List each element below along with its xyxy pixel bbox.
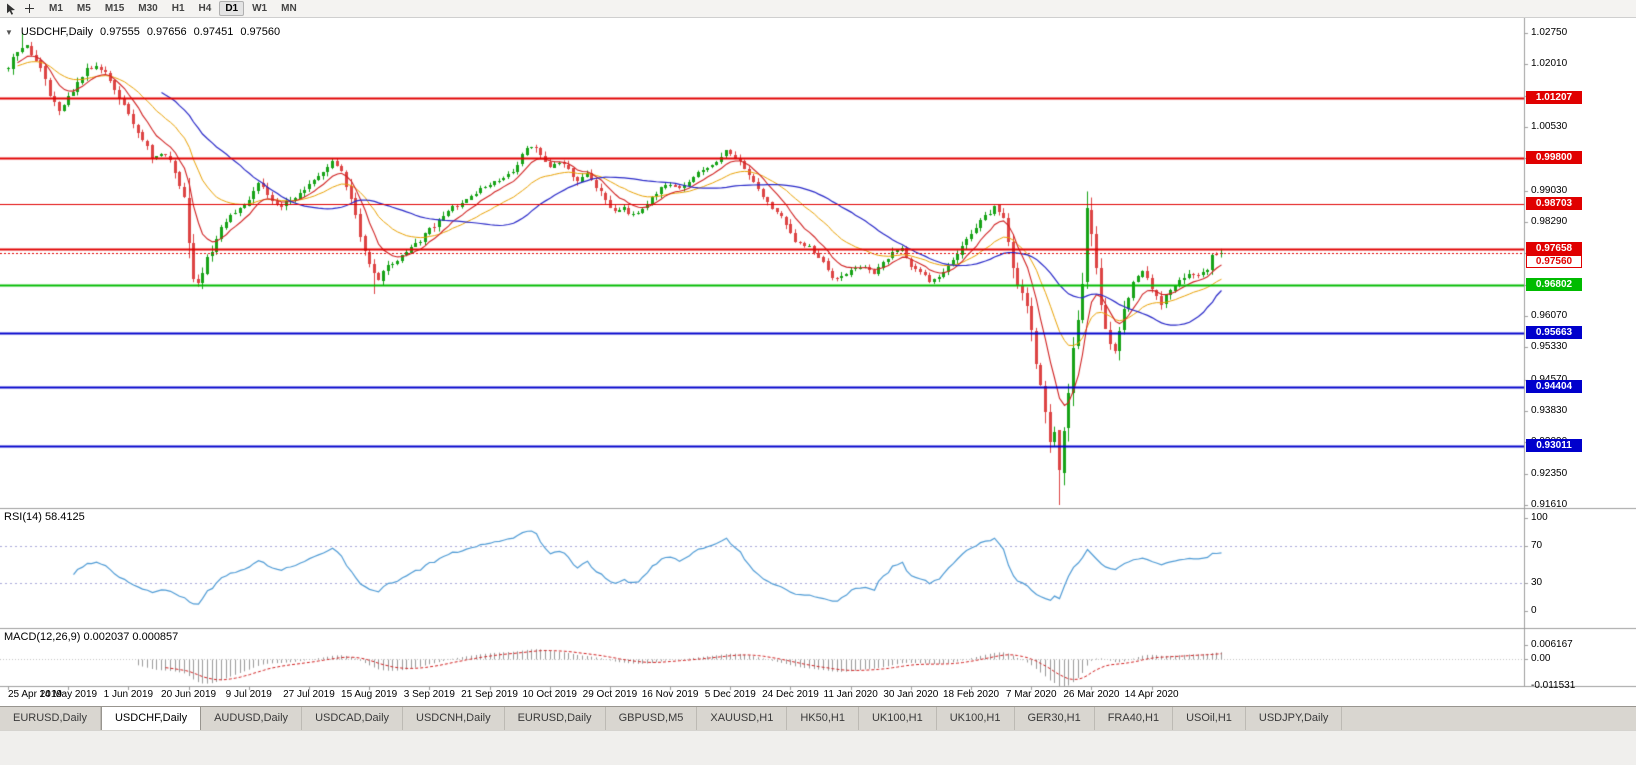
tab-EURUSD-Daily[interactable]: EURUSD,Daily [0, 707, 101, 730]
macd-tick-label: -0.011531 [1531, 680, 1576, 691]
rsi-tick-label: 0 [1531, 605, 1537, 616]
price-tick-label: 0.98290 [1531, 216, 1568, 227]
timeframe-toolbar: M1 M5 M15 M30 H1 H4 D1 W1 MN [0, 0, 1636, 18]
date-axis-label: 7 Mar 2020 [1005, 689, 1057, 700]
tab-USOil-H1[interactable]: USOil,H1 [1173, 707, 1246, 730]
cursor-icon[interactable] [3, 2, 19, 16]
macd-tick-label: 0.00 [1531, 653, 1551, 664]
ohlc-close: 0.97560 [240, 26, 281, 38]
timeframe-button-D1[interactable]: D1 [219, 1, 245, 16]
date-axis-label: 27 Jul 2019 [283, 689, 335, 700]
date-axis-label: 20 Jun 2019 [161, 689, 217, 700]
price-chart-canvas[interactable] [0, 18, 1636, 706]
tab-USDCNH-Daily[interactable]: USDCNH,Daily [403, 707, 505, 730]
date-axis-label: 14 Apr 2020 [1124, 689, 1179, 700]
date-axis-label: 24 Dec 2019 [762, 689, 819, 700]
timeframe-button-H4[interactable]: H4 [198, 3, 212, 14]
date-axis-label: 1 Jun 2019 [103, 689, 154, 700]
timeframe-button-MN[interactable]: MN [281, 3, 297, 14]
current-price-label: 0.97560 [1526, 255, 1582, 268]
tab-UK100-H1[interactable]: UK100,H1 [859, 707, 937, 730]
symbol-name: USDCHF,Daily [20, 26, 94, 38]
tab-HK50-H1[interactable]: HK50,H1 [787, 707, 859, 730]
price-tick-label: 0.91610 [1531, 499, 1568, 510]
ohlc-high: 0.97656 [146, 26, 187, 38]
chart-symbol-label: ▼ USDCHF,Daily 0.97555 0.97656 0.97451 0… [5, 26, 280, 38]
status-bar [0, 730, 1636, 765]
date-axis-label: 9 Jul 2019 [225, 689, 272, 700]
level-price-label: 0.93011 [1526, 439, 1582, 452]
chart-menu-icon[interactable]: ▼ [5, 27, 13, 37]
level-price-label: 0.97658 [1526, 242, 1582, 255]
tab-XAUUSD-H1[interactable]: XAUUSD,H1 [697, 707, 788, 730]
timeframe-button-M5[interactable]: M5 [76, 3, 91, 14]
date-axis-label: 21 Sep 2019 [461, 689, 518, 700]
price-tick-label: 1.00530 [1531, 121, 1568, 132]
timeframe-buttons: M1 M5 M15 M30 H1 H4 D1 W1 MN [43, 1, 303, 16]
macd-tick-label: 0.006167 [1531, 639, 1573, 650]
price-tick-label: 0.99030 [1531, 185, 1568, 196]
price-tick-label: 1.02010 [1531, 58, 1568, 69]
level-price-label: 0.98703 [1526, 197, 1582, 210]
ohlc-low: 0.97451 [193, 26, 234, 38]
tab-GER30-H1[interactable]: GER30,H1 [1015, 707, 1095, 730]
date-axis-label: 26 Mar 2020 [1063, 689, 1120, 700]
crosshair-icon[interactable] [21, 2, 37, 16]
date-axis-label: 14 May 2019 [39, 689, 98, 700]
timeframe-button-W1[interactable]: W1 [252, 3, 268, 14]
date-axis-label: 5 Dec 2019 [704, 689, 756, 700]
tab-GBPUSD-M5[interactable]: GBPUSD,M5 [606, 707, 698, 730]
price-tick-label: 0.92350 [1531, 468, 1568, 479]
tab-USDCHF-Daily[interactable]: USDCHF,Daily [100, 706, 202, 730]
price-tick-label: 1.02750 [1531, 27, 1568, 38]
tab-AUDUSD-Daily[interactable]: AUDUSD,Daily [201, 707, 303, 730]
timeframe-button-M30[interactable]: M30 [138, 3, 158, 14]
chart-area: ▼ USDCHF,Daily 0.97555 0.97656 0.97451 0… [0, 18, 1636, 706]
ohlc-open: 0.97555 [100, 26, 140, 38]
date-axis-label: 25 Apr 2019 [8, 689, 62, 700]
timeframe-button-H1[interactable]: H1 [171, 3, 185, 14]
level-price-label: 0.99800 [1526, 151, 1582, 164]
tab-UK100-H1[interactable]: UK100,H1 [937, 707, 1015, 730]
tab-FRA40-H1[interactable]: FRA40,H1 [1095, 707, 1174, 730]
tab-USDCAD-Daily[interactable]: USDCAD,Daily [302, 707, 404, 730]
date-axis-label: 11 Jan 2020 [823, 689, 878, 700]
date-axis-label: 15 Aug 2019 [341, 689, 398, 700]
price-tick-label: 0.94570 [1531, 374, 1567, 385]
date-axis-label: 30 Jan 2020 [883, 689, 939, 700]
date-axis-label: 10 Oct 2019 [522, 689, 577, 700]
date-axis-label: 18 Feb 2020 [942, 689, 1000, 700]
price-tick-label: 0.95330 [1531, 341, 1568, 352]
rsi-indicator-label: RSI(14) 58.4125 [4, 511, 85, 523]
tab-USDJPY-Daily[interactable]: USDJPY,Daily [1246, 707, 1343, 730]
tab-EURUSD-Daily[interactable]: EURUSD,Daily [505, 707, 606, 730]
date-axis-label: 29 Oct 2019 [582, 689, 638, 700]
timeframe-button-M1[interactable]: M1 [49, 3, 63, 14]
macd-indicator-label: MACD(12,26,9) 0.002037 0.000857 [4, 631, 179, 643]
level-price-label: 0.96802 [1526, 278, 1582, 291]
rsi-tick-label: 70 [1531, 540, 1543, 551]
level-price-label: 1.01207 [1526, 91, 1582, 104]
rsi-tick-label: 30 [1531, 577, 1543, 588]
chart-tab-bar: EURUSD,Daily USDCHF,Daily AUDUSD,Daily USDC… [0, 706, 1636, 730]
level-price-label: 0.95663 [1526, 326, 1582, 339]
date-axis-label: 3 Sep 2019 [403, 689, 455, 700]
date-axis-label: 16 Nov 2019 [641, 689, 699, 700]
level-price-label: 0.94404 [1526, 380, 1582, 393]
price-tick-label: 0.96070 [1531, 310, 1568, 321]
price-tick-label: 0.93830 [1531, 405, 1568, 416]
timeframe-button-M15[interactable]: M15 [104, 3, 125, 14]
rsi-tick-label: 100 [1531, 512, 1548, 523]
